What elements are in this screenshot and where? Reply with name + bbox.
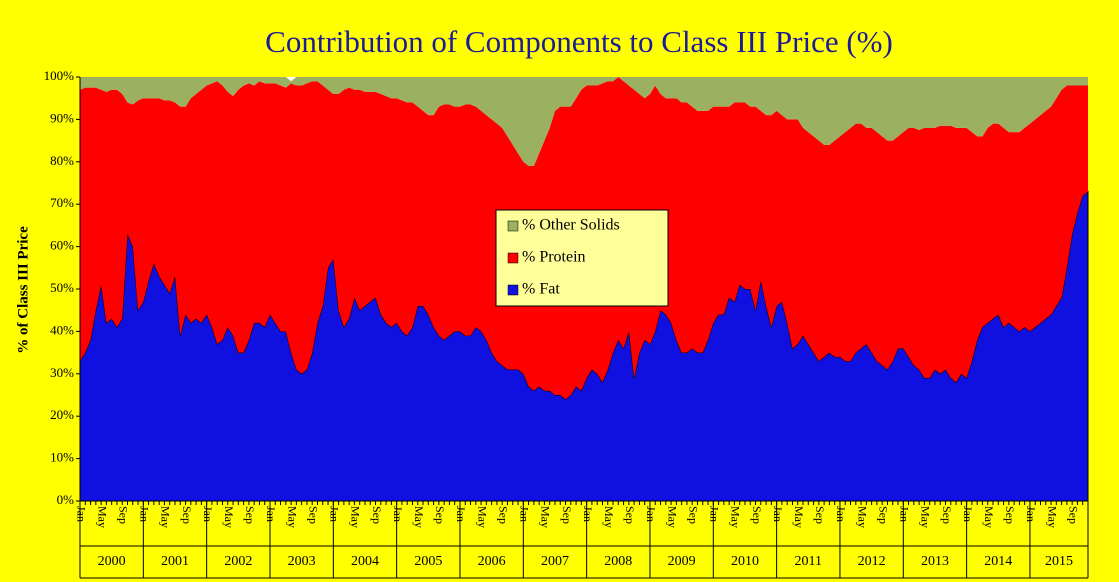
legend-swatch: [507, 252, 519, 264]
x-tick-label: Jan: [898, 506, 912, 522]
x-tick-label: Jan: [264, 506, 278, 522]
x-tick-label: Sep: [180, 506, 194, 524]
x-tick-label: Jan: [771, 506, 785, 522]
x-tick-label: Sep: [876, 506, 890, 524]
legend-box: [495, 209, 669, 307]
legend-label: % Other Solids: [522, 217, 620, 234]
year-label: 2011: [795, 554, 822, 569]
year-label: 2012: [858, 554, 886, 569]
y-tick-label: 70%: [50, 195, 74, 210]
x-tick-label: Sep: [813, 506, 827, 524]
y-tick-label: 10%: [50, 450, 74, 465]
x-tick-label: Jan: [201, 506, 215, 522]
legend-swatch: [507, 284, 519, 296]
year-label: 2008: [604, 554, 632, 569]
y-tick-label: 40%: [50, 322, 74, 337]
x-tick-label: Sep: [433, 506, 447, 524]
x-tick-label: Jan: [138, 506, 152, 522]
x-tick-label: May: [729, 506, 743, 528]
y-axis-label: % of Class III Price: [15, 226, 31, 354]
x-tick-label: May: [95, 506, 109, 528]
y-tick-label: 100%: [44, 68, 75, 83]
x-tick-label: May: [475, 506, 489, 528]
x-tick-label: Jan: [1024, 506, 1038, 522]
year-label: 2013: [921, 554, 949, 569]
y-tick-label: 30%: [50, 365, 74, 380]
y-tick-label: 80%: [50, 153, 74, 168]
x-tick-label: Sep: [1066, 506, 1080, 524]
x-tick-label: Jan: [328, 506, 342, 522]
x-tick-label: Jan: [581, 506, 595, 522]
x-tick-label: May: [855, 506, 869, 528]
year-label: 2000: [98, 554, 126, 569]
x-tick-label: Jan: [454, 506, 468, 522]
x-tick-label: May: [665, 506, 679, 528]
x-tick-label: Jan: [961, 506, 975, 522]
x-tick-label: May: [982, 506, 996, 528]
year-label: 2003: [288, 554, 316, 569]
chart-title: Contribution of Components to Class III …: [265, 24, 893, 59]
year-label: 2004: [351, 554, 379, 569]
legend-label: % Protein: [522, 249, 586, 266]
y-tick-label: 90%: [50, 110, 74, 125]
y-tick-label: 20%: [50, 407, 74, 422]
x-tick-label: May: [412, 506, 426, 528]
x-tick-label: Sep: [686, 506, 700, 524]
x-tick-label: Jan: [644, 506, 658, 522]
x-tick-label: May: [602, 506, 616, 528]
y-tick-label: 60%: [50, 238, 74, 253]
year-label: 2010: [731, 554, 759, 569]
legend: % Other Solids % Protein % Fat: [495, 209, 669, 307]
x-tick-label: May: [159, 506, 173, 528]
x-tick-label: Jan: [834, 506, 848, 522]
x-tick-label: Sep: [1003, 506, 1017, 524]
x-tick-label: Jan: [518, 506, 532, 522]
year-label: 2002: [224, 554, 252, 569]
year-label: 2007: [541, 554, 569, 569]
x-tick-label: May: [792, 506, 806, 528]
x-tick-label: Sep: [116, 506, 130, 524]
year-label: 2001: [161, 554, 189, 569]
legend-swatch: [507, 220, 519, 232]
x-tick-label: May: [539, 506, 553, 528]
year-label: 2009: [668, 554, 696, 569]
legend-label: % Fat: [522, 281, 560, 298]
x-tick-label: Sep: [940, 506, 954, 524]
x-tick-label: May: [222, 506, 236, 528]
x-tick-label: May: [1045, 506, 1059, 528]
x-tick-label: May: [349, 506, 363, 528]
x-tick-label: Jan: [708, 506, 722, 522]
x-tick-label: Sep: [306, 506, 320, 524]
year-label: 2005: [414, 554, 442, 569]
x-tick-label: Sep: [243, 506, 257, 524]
year-label: 2006: [478, 554, 506, 569]
x-tick-label: Sep: [750, 506, 764, 524]
y-tick-label: 0%: [57, 492, 75, 507]
x-tick-label: Jan: [74, 506, 88, 522]
x-tick-label: May: [285, 506, 299, 528]
x-tick-label: May: [919, 506, 933, 528]
year-label: 2015: [1045, 554, 1073, 569]
x-tick-label: Jan: [391, 506, 405, 522]
x-tick-label: Sep: [560, 506, 574, 524]
x-tick-label: Sep: [370, 506, 384, 524]
year-label: 2014: [984, 554, 1012, 569]
x-tick-label: Sep: [496, 506, 510, 524]
x-tick-label: Sep: [623, 506, 637, 524]
area: [80, 77, 1088, 167]
y-tick-label: 50%: [50, 280, 74, 295]
